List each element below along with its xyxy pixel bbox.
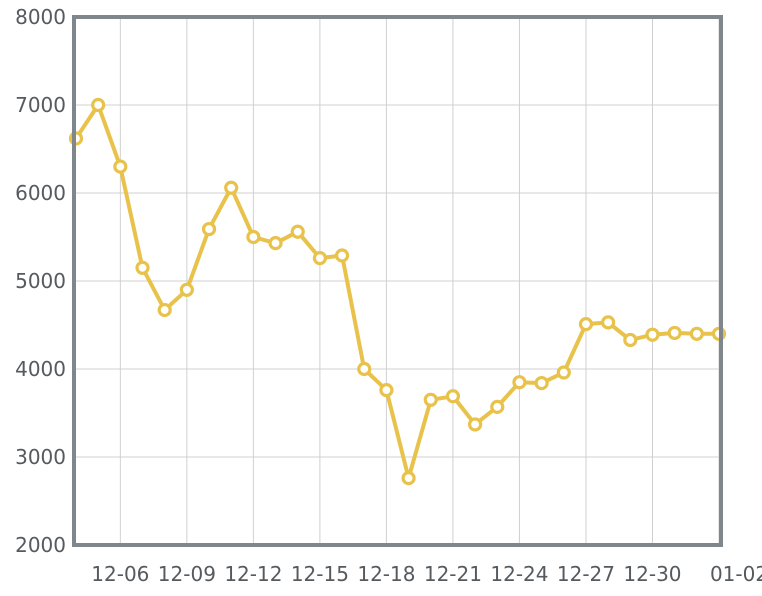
data-point — [623, 332, 638, 348]
x-tick-label: 12-24 — [490, 562, 548, 586]
data-point — [357, 361, 372, 377]
data-point — [179, 282, 194, 297]
y-tick-label: 5000 — [15, 269, 66, 293]
y-tick-label: 3000 — [15, 445, 66, 469]
data-point — [379, 383, 394, 398]
x-axis-tick-labels: 12-06 12-09 12-12 12-15 12-18 12-21 12-24 12-27… — [91, 562, 762, 586]
series-line — [74, 103, 721, 481]
x-tick-label: 12-12 — [224, 562, 282, 586]
data-point — [157, 302, 172, 318]
data-point — [290, 224, 305, 239]
data-point — [645, 327, 660, 342]
data-point — [268, 236, 283, 251]
y-tick-label: 8000 — [15, 5, 66, 29]
data-point — [445, 389, 461, 404]
grid — [74, 16, 721, 546]
data-point — [578, 317, 594, 332]
y-tick-label: 7000 — [15, 93, 66, 117]
data-point — [334, 248, 350, 263]
data-point — [601, 315, 616, 330]
data-point — [490, 399, 505, 414]
x-tick-label: 12-21 — [424, 562, 482, 586]
data-point — [534, 375, 549, 391]
data-point — [468, 417, 483, 432]
data-point — [113, 159, 128, 174]
x-tick-label: 12-27 — [557, 562, 615, 586]
x-tick-label: 01-02 — [710, 562, 762, 586]
data-point — [312, 251, 327, 266]
data-point — [512, 375, 527, 390]
y-tick-label: 4000 — [15, 357, 66, 381]
data-point — [246, 229, 261, 245]
plot-area-frame — [72, 15, 723, 547]
x-tick-label: 12-06 — [91, 562, 149, 586]
y-tick-label: 2000 — [15, 533, 66, 557]
x-tick-label: 12-15 — [291, 562, 349, 586]
data-point — [667, 325, 682, 341]
y-tick-label: 6000 — [15, 181, 66, 205]
data-point — [401, 471, 416, 486]
data-point — [556, 365, 571, 380]
x-tick-label: 12-09 — [158, 562, 216, 586]
series-layer — [68, 97, 727, 486]
x-tick-label: 12-18 — [357, 562, 415, 586]
data-point — [423, 392, 438, 407]
data-point — [201, 221, 217, 237]
x-tick-label: 12-30 — [623, 562, 681, 586]
data-point — [689, 326, 704, 341]
data-point — [91, 97, 106, 113]
y-axis-tick-labels: 2000 3000 4000 5000 6000 7000 8000 — [15, 5, 66, 557]
data-point — [224, 180, 239, 195]
data-point — [135, 260, 150, 275]
